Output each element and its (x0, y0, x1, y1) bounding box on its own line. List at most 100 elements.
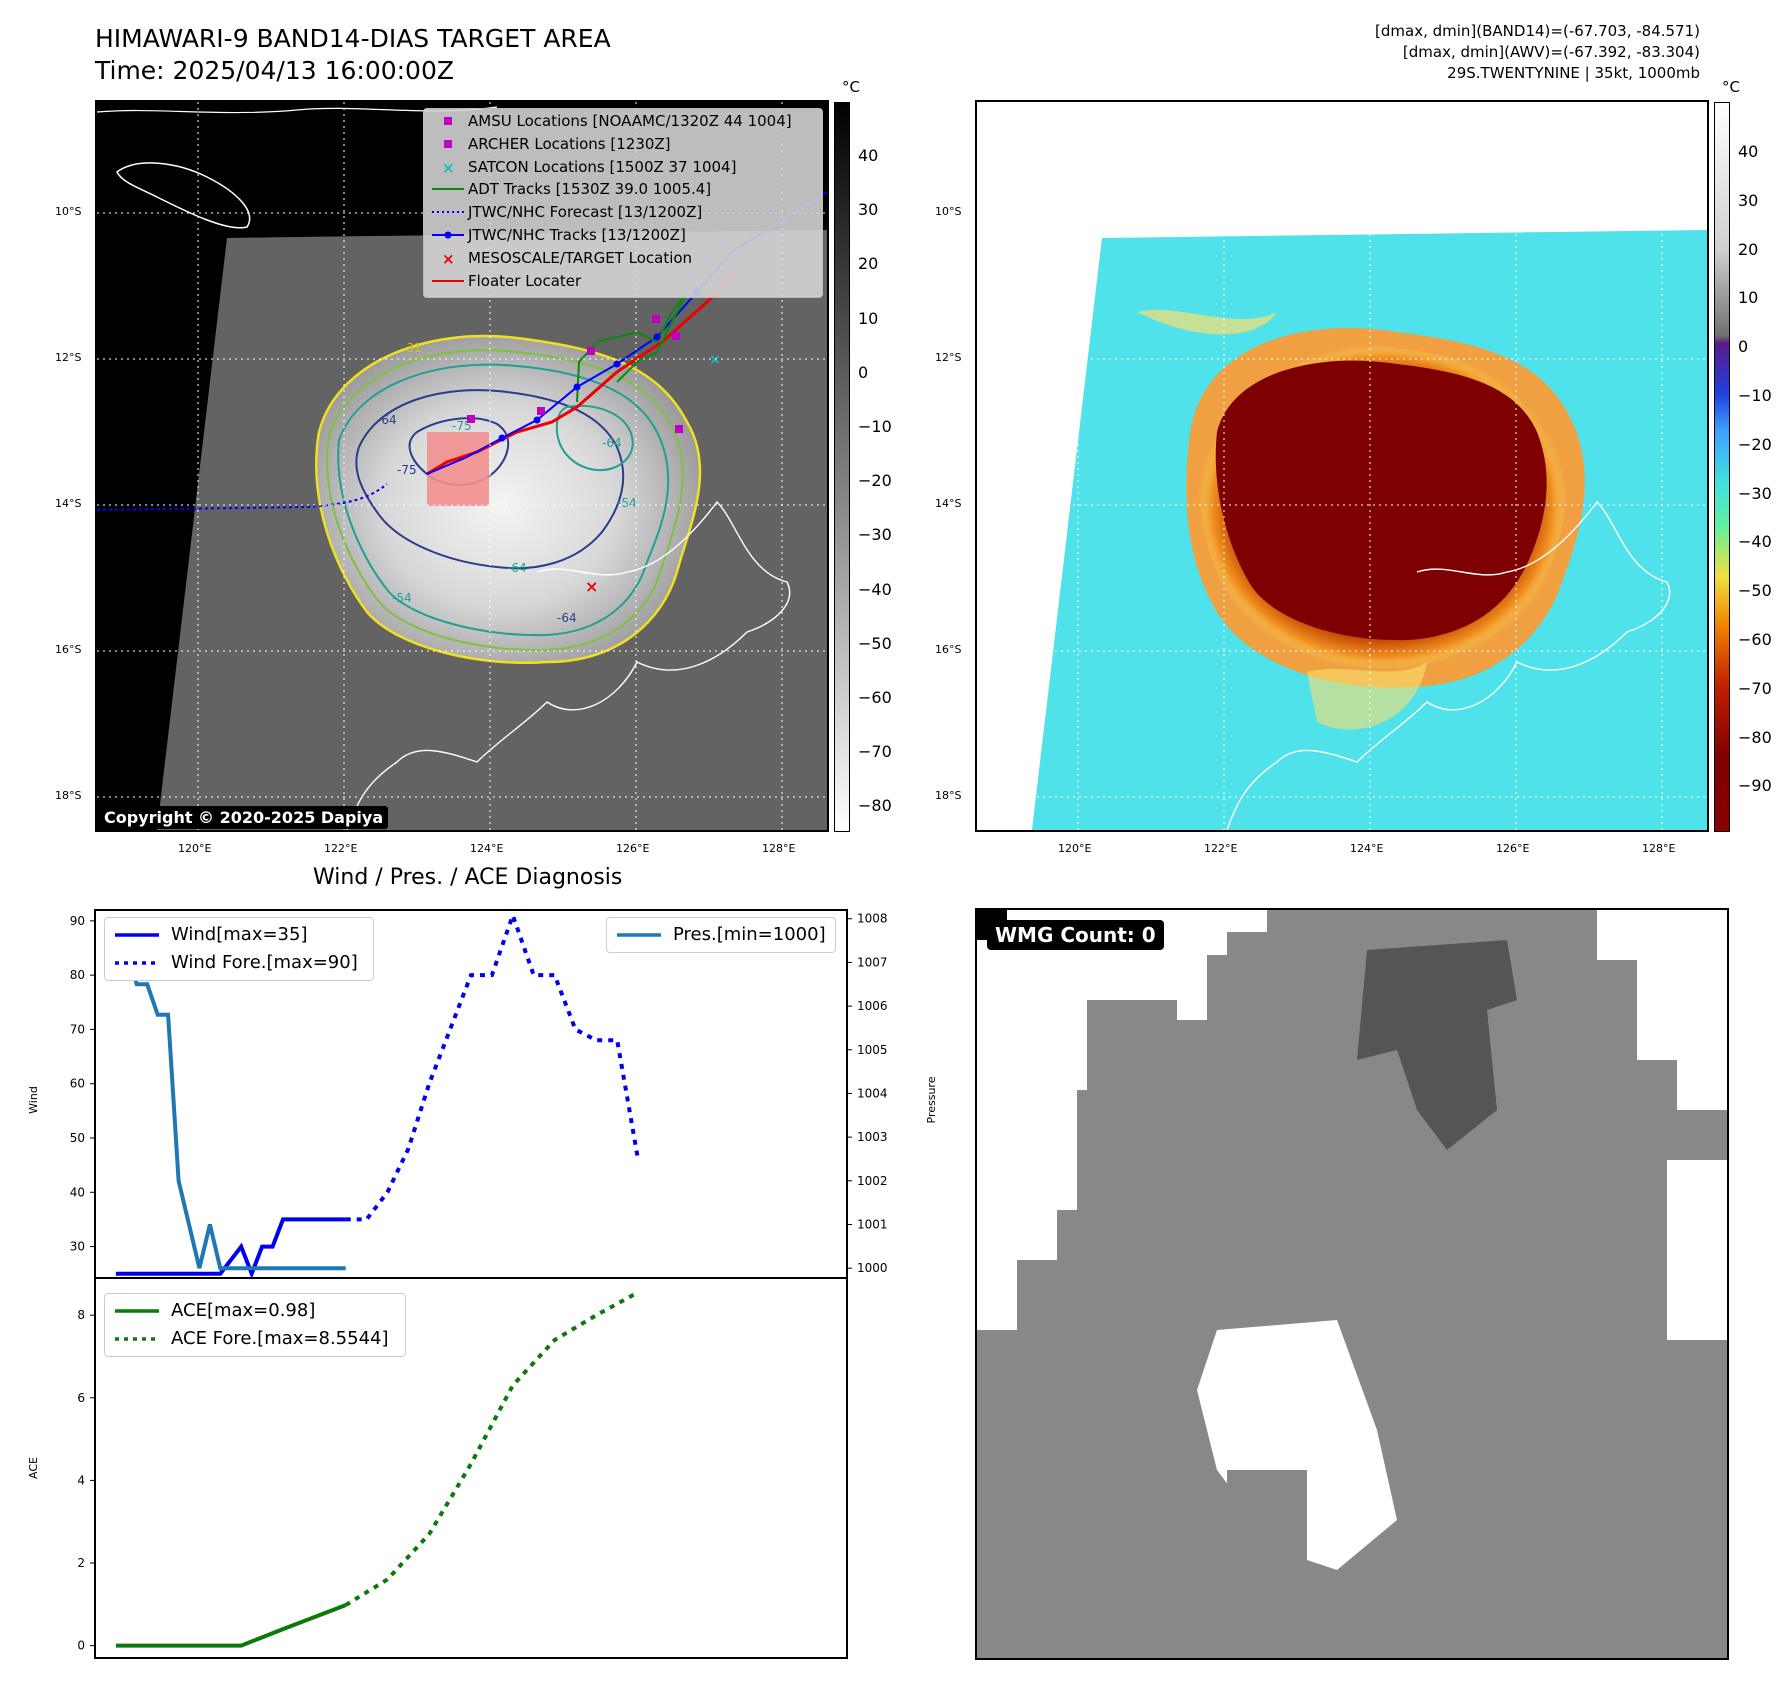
contour-label: -54 (392, 591, 412, 605)
ir-lat-label: 16°S (55, 643, 82, 656)
contour-label: -64 (602, 436, 622, 450)
colorbar-tick-label: −70 (858, 742, 892, 762)
ace-legend: ACE[max=0.98] ACE Fore.[max=8.5544] (104, 1293, 406, 1357)
legend-label: MESOSCALE/TARGET Location (468, 248, 693, 267)
series-line (115, 1603, 347, 1648)
colorbar-tick-label: 20 (1738, 239, 1759, 259)
y-tick-label: 50 (70, 1131, 85, 1145)
colorbar-tick-label: 20 (858, 254, 879, 274)
ir-legend-rows: AMSU Locations [NOAAMC/1320Z 44 1004] ARC… (422, 107, 820, 295)
wmg-panel: WMG Count: 0 (975, 908, 1729, 1660)
series-line (115, 1217, 346, 1280)
legend-item: × MESOSCALE/TARGET Location (428, 247, 692, 269)
ir-lat-label: 10°S (55, 205, 82, 218)
legend-label: ADT Tracks [1530Z 39.0 1005.4] (468, 180, 712, 199)
legend-item: ARCHER Locations [1230Z] (428, 133, 671, 155)
ir-lon-label: 122°E (324, 842, 358, 855)
legend-label: SATCON Locations [1500Z 37 1004] (468, 157, 737, 176)
ir-colorbar-unit: °C (842, 78, 860, 96)
header-range-awv: [dmax, dmin](AWV)=(-67.392, -83.304) (1402, 43, 1700, 61)
colorbar-tick-label: −30 (858, 525, 892, 545)
colorbar-tick-label: 40 (1738, 142, 1759, 161)
y-tick-label: 2 (77, 1556, 85, 1570)
y2-tick-label: 1003 (857, 1130, 888, 1144)
y2-tick-label: 1006 (857, 999, 888, 1013)
y2-tick-label: 1004 (857, 1086, 888, 1100)
wmg-count-badge: WMG Count: 0 (987, 920, 1164, 950)
ir-lon-label: 128°E (762, 842, 796, 855)
series-line (345, 909, 641, 1222)
colorbar-tick-label: 30 (1738, 190, 1759, 210)
y-tick-label: 30 (70, 1240, 85, 1254)
colorbar-tick-label: 0 (858, 362, 869, 382)
y-tick-label: 60 (70, 1077, 85, 1091)
diagnosis-title: Wind / Pres. / ACE Diagnosis (313, 865, 623, 890)
ir-map-image: -64 -75 -64 -54 -75 -31 -64 -54 -64 × (97, 102, 827, 830)
legend-label: JTWC/NHC Tracks [13/1200Z] (468, 226, 686, 244)
legend-label: Floater Locater (468, 271, 582, 290)
series-line (344, 1290, 640, 1607)
legend-label: JTWC/NHC Forecast [13/1200Z] (468, 203, 703, 222)
colorbar-tick-label: −50 (1738, 581, 1772, 601)
svg-text:×: × (442, 250, 455, 268)
colorbar-tick-label: −80 (858, 796, 892, 816)
y2-tick-label: 1007 (857, 955, 888, 969)
ir-colorbar (834, 102, 850, 832)
svg-text:×: × (709, 352, 721, 368)
colorbar-tick-label: 30 (858, 200, 879, 220)
awv-lat-label: 12°S (935, 351, 962, 364)
y-tick-label: 90 (70, 914, 85, 928)
colorbar-tick-label: −70 (1738, 678, 1772, 698)
y-tick-label: 70 (70, 1022, 85, 1036)
legend-label: ARCHER Locations [1230Z] (468, 134, 671, 153)
awv-lat-label: 14°S (935, 497, 962, 510)
y-tick-label: 80 (70, 968, 85, 982)
legend-wind-forecast: Wind Fore.[max=90] (171, 952, 358, 973)
legend-symbol-icon (428, 110, 468, 132)
contour-label: -54 (617, 496, 637, 510)
awv-lat-label: 10°S (935, 205, 962, 218)
ir-map-panel: -64 -75 -64 -54 -75 -31 -64 -54 -64 × (95, 100, 829, 832)
legend-symbol-icon (428, 201, 468, 223)
colorbar-tick-label: −30 (1738, 483, 1772, 503)
ir-map-legend (423, 108, 823, 298)
y2-tick-label: 1000 (857, 1261, 888, 1275)
colorbar-tick-label: −50 (858, 633, 892, 653)
colorbar-tick-label: −20 (1738, 434, 1772, 454)
copyright-badge: Copyright © 2020-2025 Dapiya (99, 806, 389, 829)
svg-text:×: × (585, 577, 598, 596)
awv-colorbar (1714, 102, 1730, 832)
legend-symbol-icon (428, 133, 468, 155)
legend-item: × SATCON Locations [1500Z 37 1004] (428, 156, 736, 178)
awv-lat-label: 18°S (935, 789, 962, 802)
awv-lon-label: 126°E (1496, 842, 1530, 855)
y2-tick-label: 1005 (857, 1043, 888, 1057)
legend-item: AMSU Locations [NOAAMC/1320Z 44 1004] (428, 110, 792, 132)
y-axis-label: ACE (27, 1457, 40, 1479)
page-time: Time: 2025/04/13 16:00:00Z (95, 56, 454, 85)
y-tick-label: 6 (77, 1391, 85, 1405)
colorbar-tick-label: −40 (1738, 532, 1772, 552)
legend-item: Floater Locater (428, 270, 581, 292)
legend-symbol-icon: × (428, 247, 468, 269)
contour-label: -31 (402, 341, 422, 355)
colorbar-tick-label: −80 (1738, 727, 1772, 747)
legend-symbol-icon (428, 178, 468, 200)
wmg-image (977, 910, 1727, 1658)
y2-tick-label: 1001 (857, 1217, 888, 1231)
ir-lat-label: 18°S (55, 789, 82, 802)
legend-wind: Wind[max=35] (171, 924, 308, 945)
header-storm-info: 29S.TWENTYNINE | 35kt, 1000mb (1447, 64, 1700, 82)
awv-lon-label: 120°E (1058, 842, 1092, 855)
legend-item: JTWC/NHC Tracks [13/1200Z] (428, 224, 686, 246)
legend-symbol-icon: × (428, 156, 468, 178)
ir-lon-label: 120°E (178, 842, 212, 855)
contour-label: -64 (557, 611, 577, 625)
pressure-legend: Pres.[min=1000] (606, 917, 836, 953)
colorbar-tick-label: −60 (1738, 630, 1772, 649)
y-tick-label: 8 (77, 1308, 85, 1322)
ir-lon-label: 124°E (470, 842, 504, 855)
y-tick-label: 4 (77, 1473, 85, 1487)
colorbar-tick-label: −20 (858, 471, 892, 491)
ir-lat-label: 14°S (55, 497, 82, 510)
